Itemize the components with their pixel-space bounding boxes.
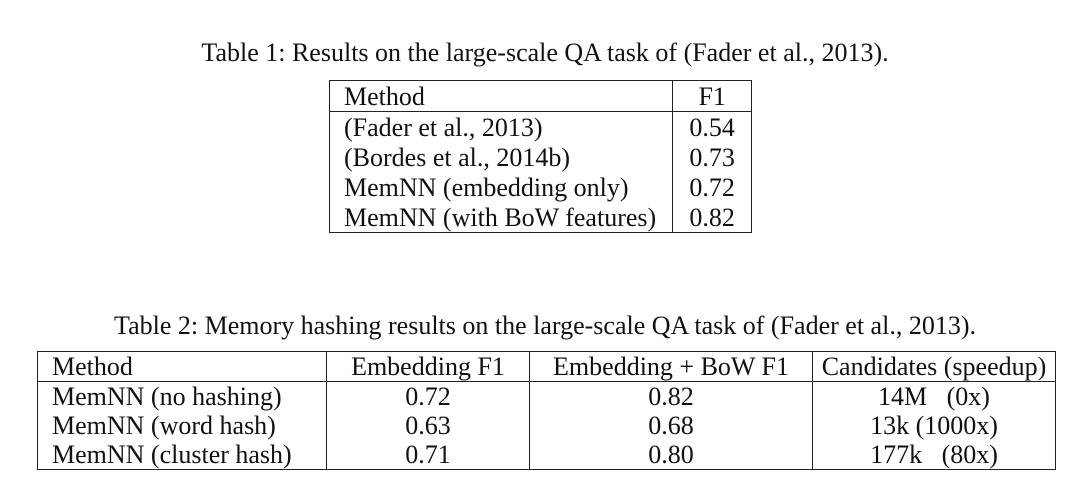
embedding-bow-f1-cell: 0.80 — [529, 440, 813, 470]
table-header-row: Method F1 — [329, 80, 752, 112]
candidates-cell: 13k (1000x) — [870, 411, 998, 440]
embedding-bow-f1-cell: 0.82 — [529, 381, 813, 411]
embedding-bow-f1-cell: 0.68 — [529, 411, 813, 440]
f1-cell: 0.82 — [689, 202, 735, 232]
f1-cell: 0.73 — [689, 142, 735, 172]
candidates-cell: 14M (0x) — [878, 382, 990, 411]
f1-cell: 0.54 — [689, 112, 735, 142]
method-cell: MemNN (cluster hash) — [37, 440, 327, 470]
table-row: (Bordes et al., 2014b) 0.73 — [329, 142, 752, 172]
table-row: MemNN (no hashing) 0.72 0.82 14M (0x) — [37, 381, 1056, 411]
method-cell: MemNN (embedding only) — [329, 172, 674, 202]
table-row: MemNN (with BoW features) 0.82 — [329, 202, 752, 233]
results-table: Method F1 (Fader et al., 2013) 0.54 (Bor… — [329, 80, 753, 233]
table-header-row: Method Embedding F1 Embedding + BoW F1 C… — [37, 351, 1056, 382]
table-row: (Fader et al., 2013) 0.54 — [329, 111, 752, 142]
candidates-cell: 177k (80x) — [870, 440, 998, 469]
embedding-f1-cell: 0.72 — [326, 381, 530, 411]
f1-cell: 0.72 — [689, 172, 735, 202]
method-cell: MemNN (no hashing) — [37, 381, 327, 411]
method-cell: MemNN (word hash) — [37, 411, 327, 440]
memory-hashing-table: Method Embedding F1 Embedding + BoW F1 C… — [37, 351, 1056, 470]
table1-caption: Table 1: Results on the large-scale QA t… — [201, 38, 889, 67]
method-cell: (Fader et al., 2013) — [329, 111, 674, 142]
column-header-candidates: Candidates (speedup) — [821, 352, 1047, 381]
column-header-f1: F1 — [698, 81, 726, 111]
column-header-embedding-bow-f1: Embedding + BoW F1 — [529, 351, 813, 382]
method-cell: MemNN (with BoW features) — [329, 202, 674, 233]
embedding-f1-cell: 0.71 — [326, 440, 530, 470]
table-row: MemNN (word hash) 0.63 0.68 13k (1000x) — [37, 411, 1056, 440]
column-header-embedding-f1: Embedding F1 — [326, 351, 530, 382]
column-header-method: Method — [329, 80, 674, 112]
embedding-f1-cell: 0.63 — [326, 411, 530, 440]
table-row: MemNN (embedding only) 0.72 — [329, 172, 752, 202]
table-row: MemNN (cluster hash) 0.71 0.80 177k (80x… — [37, 440, 1056, 470]
column-header-method: Method — [37, 351, 327, 382]
table2-caption: Table 2: Memory hashing results on the l… — [114, 311, 976, 340]
method-cell: (Bordes et al., 2014b) — [329, 142, 674, 172]
